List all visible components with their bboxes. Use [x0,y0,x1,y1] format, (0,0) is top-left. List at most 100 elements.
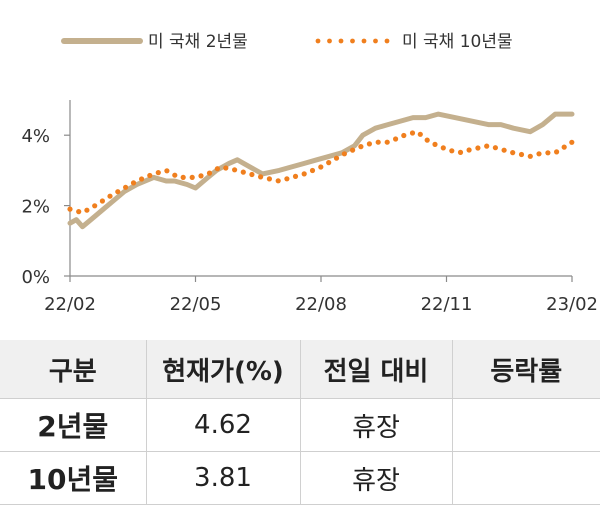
series-point-10y [466,147,472,153]
column-header-category: 구분 [0,340,147,399]
series-point-10y [492,145,498,151]
series-point-10y [417,131,423,137]
x-tick-label: 22/11 [421,294,473,315]
series-point-10y [432,141,438,147]
change-cell: 휴장 [300,451,453,505]
series-point-10y [92,203,98,209]
series-point-10y [155,170,161,176]
series-point-10y [484,143,490,149]
series-point-10y [206,170,213,176]
table-header-row: 구분 현재가(%) 전일 대비 등락률 [0,340,600,399]
yield-chart: 미 국채 2년물 미 국채 10년물 0% 2% 4% 22/02 22/05 22/08… [21,32,598,315]
series-point-10y [107,193,113,199]
series-point-10y [375,139,381,145]
series-point-10y [76,209,82,215]
series-point-10y [123,184,129,190]
axes [64,100,573,282]
series-point-10y [284,176,290,182]
table-row: 10년물 3.81 휴장 [0,451,600,505]
legend-dot-10y [350,38,355,44]
series-point-10y [318,164,324,170]
legend-label-2y: 미 국채 2년물 [148,32,248,52]
series-point-10y [424,137,430,143]
series-point-10y [249,171,255,178]
row-label: 2년물 [0,398,147,452]
yield-summary-table: 구분 현재가(%) 전일 대비 등락률 2년물 4.62 휴장 10년물 3.8… [0,340,600,505]
series-point-10y [214,166,220,172]
series-point-10y [198,173,204,179]
series-line-10y [67,130,575,215]
series-point-10y [518,151,525,158]
series-point-10y [240,169,246,175]
series-point-10y [561,144,567,150]
column-header-rate: 등락률 [452,340,600,399]
series-point-10y [258,174,264,180]
series-point-10y [358,144,364,150]
series-point-10y [545,150,551,156]
change-cell: 휴장 [300,398,453,452]
series-point-10y [292,173,299,179]
series-point-10y [309,167,316,174]
legend-dot-10y [327,38,332,44]
series-point-10y [189,174,195,180]
tick-labels: 0% 2% 4% 22/02 22/05 22/08 22/11 23/02 [21,126,598,315]
y-tick-label: 2% [21,197,50,218]
x-tick-label: 22/05 [170,294,222,315]
series-point-10y [84,207,90,213]
legend-dot-10y [373,38,378,44]
series-point-10y [457,149,464,155]
series-point-10y [475,145,481,151]
series-layer [67,111,575,230]
legend-dot-10y [361,38,367,44]
price-cell: 4.62 [146,398,301,452]
rate-cell [452,451,600,505]
series-point-10y [333,155,340,161]
x-tick-label: 22/02 [44,294,96,315]
series-point-10y [67,206,73,212]
y-tick-label: 0% [21,267,50,288]
legend: 미 국채 2년물 미 국채 10년물 [61,32,513,52]
series-point-10y [393,136,399,142]
series-point-10y [326,160,332,166]
legend-dot-10y [338,38,344,44]
series-point-10y [115,189,121,195]
x-tick-label: 23/02 [546,294,598,315]
column-header-change: 전일 대비 [300,340,453,399]
series-line-2y [67,111,575,230]
series-point-10y [223,165,229,171]
series-point-10y [409,130,416,136]
series-point-10y [275,178,281,184]
series-point-10y [501,147,507,153]
y-tick-label: 4% [21,126,50,147]
price-cell: 3.81 [146,451,301,505]
x-tick-label: 22/08 [295,294,347,315]
series-point-10y [401,132,407,139]
series-point-10y [99,198,105,204]
series-point-10y [172,172,178,178]
series-point-10y [569,139,575,145]
series-point-10y [301,171,307,177]
legend-swatch-10y [315,38,390,44]
legend-dot-10y [384,38,390,44]
table-row: 2년물 4.62 휴장 [0,398,600,452]
column-header-price: 현재가(%) [146,340,301,399]
series-point-10y [266,176,272,182]
row-label: 10년물 [0,451,147,505]
series-point-10y [384,139,390,145]
series-point-10y [449,148,455,154]
series-point-10y [366,141,372,147]
series-point-10y [232,167,238,173]
series-point-10y [536,151,542,157]
series-point-10y [527,153,533,159]
series-point-10y [164,168,170,174]
series-point-10y [554,149,560,155]
series-point-10y [130,180,137,186]
series-point-10y [510,150,516,156]
series-point-10y [341,151,347,157]
legend-dot-10y [315,38,321,44]
series-point-10y [180,174,186,180]
legend-label-10y: 미 국채 10년물 [402,32,513,52]
series-point-10y [440,145,446,151]
series-point-10y [350,147,356,153]
series-point-10y [139,176,145,182]
